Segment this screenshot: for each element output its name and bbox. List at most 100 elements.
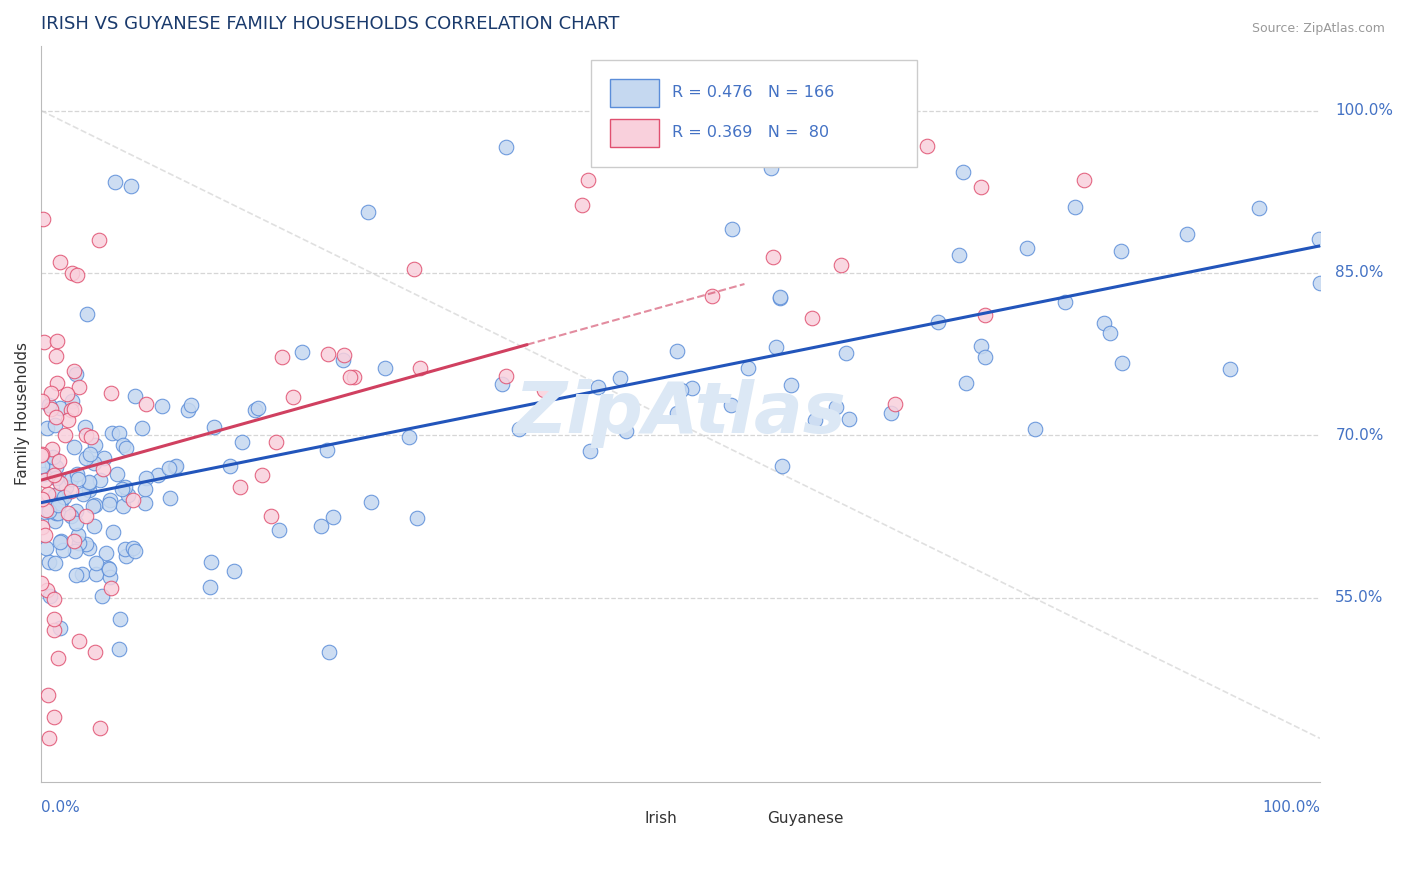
- Point: [67, 380, 90, 394]
- Text: 55.0%: 55.0%: [1336, 591, 1384, 605]
- Point: [146, 467, 169, 482]
- Point: [100, 581, 122, 595]
- Point: [804, 413, 827, 427]
- Text: 0.0%: 0.0%: [41, 800, 80, 815]
- Point: [533, 384, 555, 398]
- Point: [77, 541, 100, 556]
- Point: [98, 492, 121, 507]
- Point: [63, 364, 86, 378]
- Point: [609, 370, 631, 384]
- Point: [770, 458, 793, 473]
- Point: [51, 534, 73, 549]
- Point: [34, 527, 56, 541]
- Text: 70.0%: 70.0%: [1336, 428, 1384, 442]
- Point: [720, 398, 742, 412]
- Point: [65, 516, 87, 531]
- Point: [765, 340, 787, 354]
- Point: [38, 500, 60, 514]
- Point: [39, 401, 62, 416]
- Point: [955, 376, 977, 390]
- Point: [45, 471, 67, 485]
- Point: [55, 387, 77, 401]
- Point: [91, 589, 114, 603]
- Point: [67, 634, 90, 648]
- Point: [357, 204, 380, 219]
- Point: [165, 460, 187, 475]
- Point: [32, 211, 55, 226]
- Point: [108, 641, 131, 656]
- Point: [224, 564, 246, 578]
- Point: [75, 427, 97, 442]
- Point: [231, 435, 253, 450]
- Text: 100.0%: 100.0%: [1336, 103, 1393, 118]
- Point: [267, 523, 290, 537]
- Point: [63, 401, 86, 416]
- Point: [108, 425, 131, 440]
- Point: [1309, 276, 1331, 290]
- Point: [406, 511, 429, 525]
- Point: [835, 345, 858, 359]
- Point: [134, 482, 156, 496]
- Point: [260, 509, 283, 524]
- Point: [115, 549, 138, 563]
- Point: [830, 258, 852, 272]
- Text: R = 0.476   N = 166: R = 0.476 N = 166: [672, 85, 834, 100]
- Point: [681, 381, 703, 395]
- Point: [880, 406, 903, 420]
- Point: [84, 498, 107, 512]
- Point: [41, 442, 63, 457]
- Point: [246, 401, 269, 415]
- Point: [769, 291, 792, 305]
- Point: [56, 506, 79, 520]
- Point: [1175, 227, 1198, 241]
- Text: IRISH VS GUYANESE FAMILY HOUSEHOLDS CORRELATION CHART: IRISH VS GUYANESE FAMILY HOUSEHOLDS CORR…: [41, 15, 620, 33]
- Point: [46, 498, 69, 512]
- Point: [404, 261, 426, 276]
- Point: [579, 444, 602, 458]
- Point: [31, 520, 53, 534]
- Text: 100.0%: 100.0%: [1263, 800, 1320, 815]
- Point: [1024, 422, 1046, 436]
- Point: [53, 428, 76, 442]
- Point: [495, 139, 517, 153]
- Point: [1099, 326, 1122, 341]
- Point: [177, 403, 200, 417]
- Point: [44, 709, 66, 723]
- Point: [67, 535, 90, 549]
- Point: [49, 401, 72, 416]
- Text: R = 0.369   N =  80: R = 0.369 N = 80: [672, 125, 828, 140]
- Point: [91, 462, 114, 476]
- Point: [737, 361, 759, 376]
- Point: [111, 482, 134, 496]
- Point: [38, 555, 60, 569]
- Point: [76, 307, 98, 321]
- Point: [159, 491, 181, 505]
- Point: [32, 334, 55, 349]
- Point: [219, 459, 242, 474]
- Point: [35, 420, 58, 434]
- Point: [508, 422, 530, 436]
- Point: [114, 441, 136, 455]
- Point: [60, 266, 83, 280]
- Point: [202, 420, 225, 434]
- Point: [44, 556, 66, 570]
- Point: [100, 386, 122, 401]
- Point: [93, 451, 115, 466]
- Point: [63, 440, 86, 454]
- Point: [45, 349, 67, 363]
- Point: [79, 476, 101, 491]
- Point: [1015, 241, 1038, 255]
- Point: [838, 411, 860, 425]
- Point: [97, 560, 120, 574]
- Point: [59, 483, 82, 498]
- Point: [1247, 201, 1270, 215]
- Point: [124, 389, 146, 403]
- Point: [79, 475, 101, 490]
- Text: Guyanese: Guyanese: [768, 811, 844, 826]
- Point: [180, 398, 202, 412]
- Point: [586, 380, 609, 394]
- Point: [1219, 361, 1241, 376]
- Point: [974, 308, 997, 322]
- Point: [83, 645, 105, 659]
- Point: [398, 430, 420, 444]
